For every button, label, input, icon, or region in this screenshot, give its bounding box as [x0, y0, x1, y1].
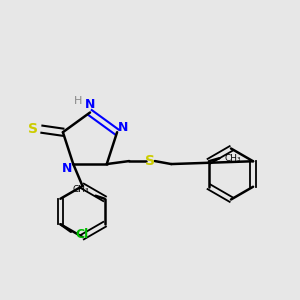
Text: CH₃: CH₃ — [73, 185, 90, 194]
Text: S: S — [145, 154, 155, 168]
Text: N: N — [85, 98, 95, 112]
Text: Cl: Cl — [75, 228, 89, 241]
Text: N: N — [118, 121, 128, 134]
Text: N: N — [62, 162, 72, 175]
Text: H: H — [74, 95, 82, 106]
Text: S: S — [28, 122, 38, 136]
Text: CH₃: CH₃ — [225, 154, 242, 163]
